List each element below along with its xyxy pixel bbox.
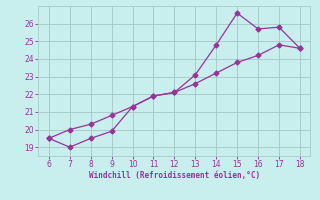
- X-axis label: Windchill (Refroidissement éolien,°C): Windchill (Refroidissement éolien,°C): [89, 171, 260, 180]
